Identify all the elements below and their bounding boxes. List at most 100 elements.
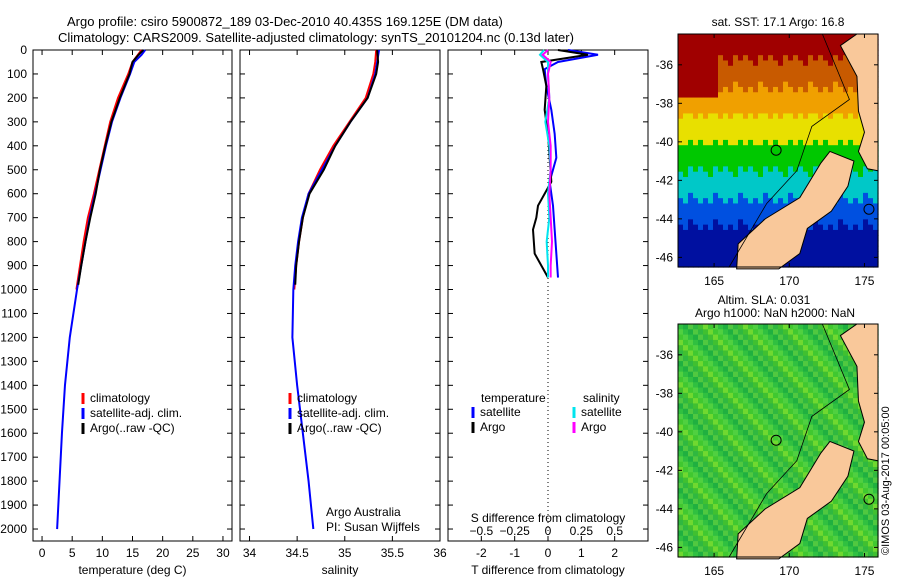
map-cell [828, 71, 834, 77]
land-polygon [736, 440, 855, 560]
map-cell [678, 171, 684, 178]
map-cell [838, 224, 844, 231]
map-cell [753, 324, 759, 330]
map-cell [713, 198, 719, 205]
map-cell [743, 361, 749, 367]
map-cell [703, 208, 709, 215]
map-cell [853, 155, 859, 162]
map-cell [743, 155, 749, 162]
map-cell [738, 166, 744, 173]
x-tick-label: 34 [243, 546, 257, 560]
map-cell [738, 493, 744, 500]
map-cell [868, 208, 874, 215]
map-cell [738, 398, 744, 405]
map-cell [853, 445, 859, 452]
map-cell [733, 55, 739, 62]
map-cell [803, 376, 809, 383]
map-cell [723, 530, 729, 537]
map-cell [718, 161, 724, 167]
map-cell [738, 350, 744, 357]
map-cell [688, 493, 694, 500]
map-cell [793, 192, 799, 199]
map-cell [828, 240, 834, 247]
x-tick-label: 15 [126, 546, 140, 560]
map-cell [808, 361, 814, 367]
map-cell [838, 525, 844, 532]
map-cell [818, 414, 824, 420]
map-cell [803, 466, 809, 473]
map-cell [773, 350, 779, 357]
map-cell [758, 329, 764, 336]
map-cell [813, 530, 819, 537]
map-cell [678, 329, 684, 336]
map-cell [813, 155, 819, 162]
map-cell [683, 118, 689, 125]
map-cell [788, 81, 794, 88]
map-cell [873, 187, 879, 194]
map-cell [733, 97, 739, 104]
map-cell [758, 92, 764, 99]
map-cell [723, 371, 729, 378]
map-cell [793, 81, 799, 88]
map-cell [788, 451, 794, 457]
map-cell [698, 150, 704, 157]
map-cell [778, 113, 784, 120]
map-cell [713, 81, 719, 88]
map-cell [828, 129, 834, 136]
map-cell [853, 461, 859, 468]
map-cell [748, 429, 754, 436]
map-cell [718, 92, 724, 99]
map-cell [828, 86, 834, 93]
map-cell [813, 145, 819, 152]
map-cell [703, 235, 709, 242]
map-cell [688, 124, 694, 130]
map-cell [698, 251, 704, 258]
y-tick-label: 1200 [0, 330, 27, 344]
map-cell [713, 176, 719, 183]
map-cell [818, 150, 824, 157]
map-cell [698, 514, 704, 521]
map-cell [783, 419, 789, 426]
map-cell [753, 182, 759, 189]
map-cell [678, 387, 684, 394]
map-cell [823, 261, 829, 268]
map-cell [718, 76, 724, 83]
map-cell [683, 161, 689, 167]
map-cell [798, 44, 804, 51]
map-cell [818, 440, 824, 447]
y-tick-label: 600 [7, 187, 27, 201]
x2-tick-label: 0 [545, 524, 552, 538]
map-cell [718, 251, 724, 258]
map-cell [683, 350, 689, 357]
map-cell [808, 435, 814, 442]
map-cell [818, 261, 824, 268]
map-cell [853, 145, 859, 152]
map-cell [843, 145, 849, 152]
map-cell [838, 139, 844, 146]
map-cell [863, 546, 869, 553]
map-cell [698, 171, 704, 178]
map-cell [788, 86, 794, 93]
map-cell [838, 488, 844, 495]
map-cell [788, 440, 794, 447]
map-cell [813, 551, 819, 558]
map-cell [848, 92, 854, 99]
map-cell [853, 187, 859, 194]
map-cell [698, 519, 704, 526]
map-cell [858, 235, 864, 242]
map-cell [738, 198, 744, 205]
map-cell [818, 108, 824, 115]
map-cell [783, 387, 789, 394]
map-cell [868, 203, 874, 210]
map-cell [713, 71, 719, 77]
map-cell [773, 387, 779, 394]
map-cell [708, 382, 714, 389]
map-cell [773, 118, 779, 125]
map-cell [698, 124, 704, 130]
map-cell [768, 208, 774, 215]
map-cell [693, 208, 699, 215]
map-cell [713, 235, 719, 242]
map-cell [728, 350, 734, 357]
map-cell [713, 102, 719, 109]
map-cell [838, 350, 844, 357]
